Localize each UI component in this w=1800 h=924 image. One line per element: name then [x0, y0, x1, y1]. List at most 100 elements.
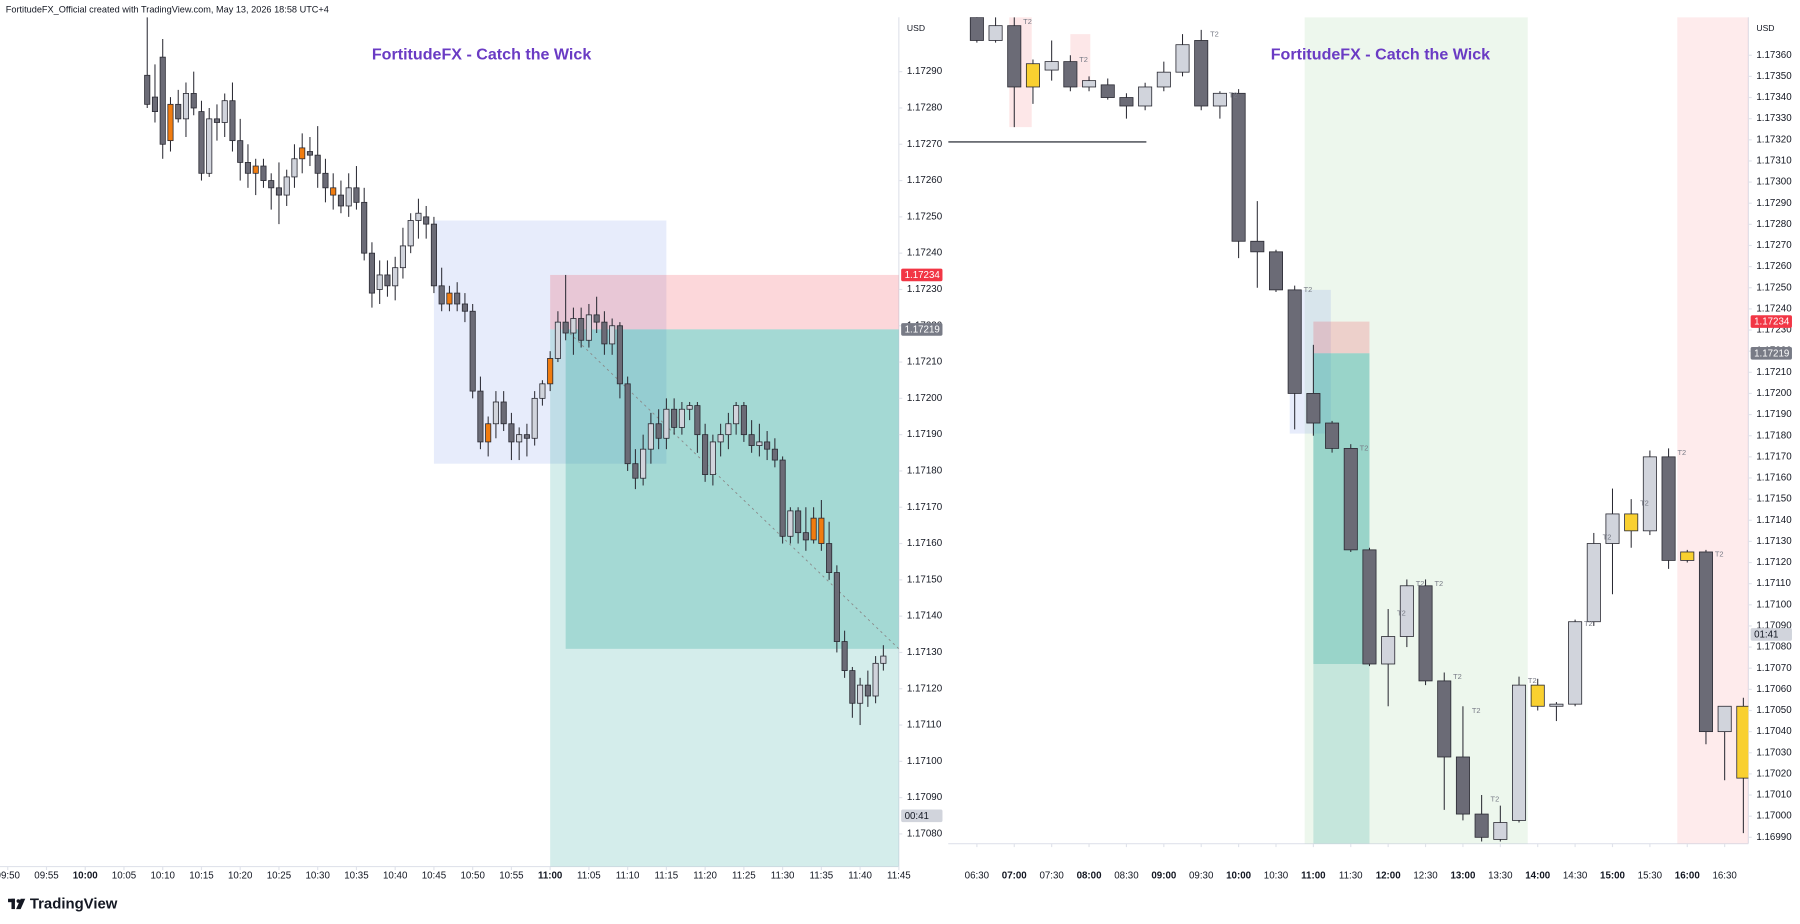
y-tick-label: 1.17060	[1756, 684, 1792, 695]
candle-body	[252, 165, 259, 174]
candle-body	[322, 172, 329, 189]
x-tick-label: 10:30	[1264, 870, 1289, 881]
x-tick-label: 11:20	[693, 870, 717, 881]
y-tick-label: 1.17240	[1756, 303, 1792, 314]
marker-label: T2	[1397, 609, 1406, 618]
price-badge-label: 1.17234	[905, 270, 941, 281]
candle-body	[717, 434, 724, 443]
x-tick-label: 15:00	[1600, 870, 1626, 881]
candle-body	[361, 201, 368, 254]
y-tick-label: 1.17280	[1756, 219, 1792, 230]
zone	[1313, 353, 1370, 664]
candle-body	[454, 292, 461, 305]
marker-label: T2	[1472, 706, 1481, 715]
x-tick-label: 16:30	[1712, 870, 1737, 881]
x-tick-label: 06:30	[965, 870, 990, 881]
candle-body	[988, 25, 1003, 41]
marker-label: T2	[1304, 285, 1313, 294]
candle-body	[221, 100, 228, 123]
price-badge-label: 1.17219	[1754, 348, 1789, 359]
candle-body	[748, 434, 755, 446]
price-badge	[1750, 346, 1792, 360]
x-tick-label: 10:35	[344, 870, 369, 881]
x-tick-label: 14:30	[1563, 870, 1588, 881]
x-tick-label: 12:00	[1376, 870, 1402, 881]
candle-body	[1624, 513, 1639, 532]
x-tick-label: 10:40	[383, 870, 408, 881]
x-tick-label: 13:30	[1488, 870, 1513, 881]
candle-body	[268, 180, 275, 189]
y-tick-label: 1.17180	[907, 466, 943, 477]
y-tick-label: 1.17100	[907, 756, 943, 767]
candle-body	[740, 405, 747, 436]
x-tick-label: 10:55	[499, 870, 524, 881]
y-tick-label: 1.17270	[1756, 240, 1792, 251]
candle-body	[376, 274, 383, 290]
candle-body	[1455, 756, 1470, 815]
candle-body	[1231, 92, 1246, 242]
candle-body	[330, 187, 337, 196]
candle-body	[1736, 705, 1749, 779]
candle-body	[1362, 549, 1377, 665]
chart-title: FortitudeFX - Catch the Wick	[372, 45, 591, 63]
candle-body	[299, 147, 306, 160]
x-tick-label: 16:00	[1675, 870, 1701, 881]
price-badge	[901, 809, 943, 823]
x-tick-label: 10:20	[228, 870, 253, 881]
candle-body	[640, 448, 647, 479]
candle-body	[818, 517, 825, 544]
marker-label: T2	[1677, 448, 1686, 457]
x-tick-label: 09:00	[1151, 870, 1177, 881]
candle-body	[492, 401, 499, 425]
candle-body	[872, 662, 879, 697]
candle-body	[593, 314, 600, 323]
candle-body	[1250, 240, 1265, 253]
y-tick-label: 1.17200	[907, 393, 943, 404]
logo-mark	[16, 898, 26, 910]
x-tick-label: 15:30	[1638, 870, 1663, 881]
candle-body	[229, 100, 236, 142]
candle-body	[686, 405, 693, 410]
y-tick-label: 1.17160	[907, 538, 943, 549]
candle-body	[337, 194, 344, 207]
y-tick-label: 1.17310	[1756, 156, 1792, 167]
y-tick-label: 1.17290	[907, 66, 943, 77]
y-tick-label: 1.17150	[907, 574, 943, 585]
y-tick-label: 1.17040	[1756, 726, 1792, 737]
candle-body	[531, 397, 538, 439]
y-tick-label: 1.17130	[1756, 536, 1792, 547]
y-tick-label: 1.17290	[1756, 198, 1792, 209]
y-tick-label: 1.17350	[1756, 71, 1792, 82]
y-tick-label: 1.17300	[1756, 177, 1792, 188]
candle-body	[539, 383, 546, 399]
candle-body	[306, 151, 313, 156]
y-tick-label: 1.17090	[1756, 621, 1792, 632]
x-tick-label: 10:00	[1226, 870, 1252, 881]
candle-body	[671, 408, 678, 428]
zone	[1313, 353, 1370, 844]
candle-body	[562, 321, 569, 334]
y-tick-label: 1.17010	[1756, 790, 1792, 801]
x-tick-label: 08:30	[1114, 870, 1139, 881]
y-tick-label: 1.17260	[1756, 261, 1792, 272]
marker-label: T2	[1360, 444, 1369, 453]
candle-body	[1605, 513, 1620, 544]
x-tick-label: 10:00	[73, 870, 99, 881]
candle-body	[1063, 61, 1078, 88]
candle-body	[702, 434, 709, 475]
price-badge-label: 01:41	[1754, 630, 1778, 641]
x-tick-label: 11:25	[732, 870, 756, 881]
candle-body	[663, 408, 670, 439]
candle-body	[423, 216, 430, 225]
candle-body	[1287, 289, 1302, 394]
price-badge-label: 00:41	[905, 811, 929, 822]
candle-body	[213, 118, 221, 123]
candle-body	[175, 103, 182, 120]
chart-title: FortitudeFX - Catch the Wick	[1271, 45, 1490, 63]
y-tick-label: 1.17270	[907, 139, 943, 150]
candle-body	[779, 459, 786, 537]
x-tick-label: 10:10	[151, 870, 176, 881]
candle-body	[554, 321, 561, 359]
